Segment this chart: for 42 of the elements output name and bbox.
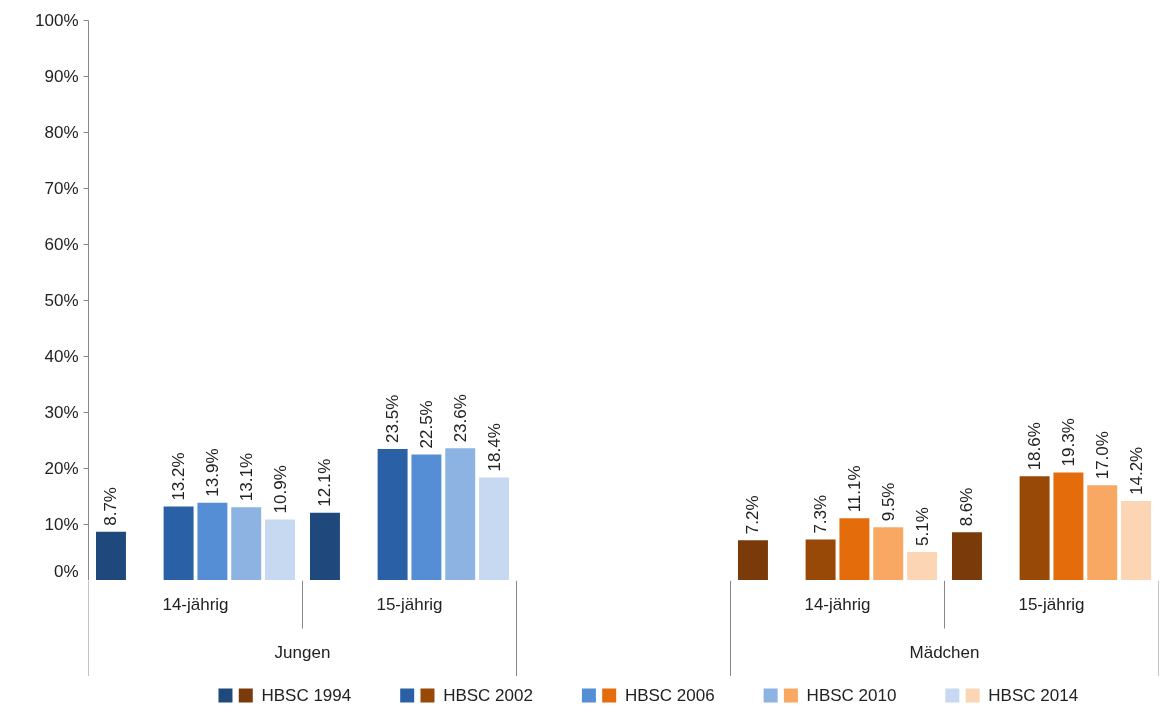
x-tick-label: 15-jährig <box>376 595 443 614</box>
y-tick-label: 40% <box>44 347 79 366</box>
legend-label: HBSC 2014 <box>988 686 1079 705</box>
legend-label: HBSC 2010 <box>806 686 897 705</box>
data-label: 11.1% <box>844 465 864 513</box>
y-tick-label: 30% <box>44 403 79 422</box>
y-tick-label: 0% <box>53 561 79 581</box>
data-label: 18.4% <box>484 423 504 472</box>
x-tick-label: 15-jährig <box>1018 595 1085 614</box>
data-label: 7.3% <box>811 494 831 534</box>
data-label: 10.9% <box>270 465 290 514</box>
y-tick-label: 80% <box>44 123 79 142</box>
data-label: 8.6% <box>957 487 977 527</box>
data-label: 12.1% <box>315 458 335 507</box>
data-label: 13.1% <box>236 452 256 502</box>
data-label: 13.2% <box>169 452 189 501</box>
y-tick-label: 60% <box>44 235 79 254</box>
text: Mädchen <box>909 643 980 662</box>
y-tick-label: 100% <box>35 11 79 30</box>
y-tick-label: 70% <box>44 179 79 198</box>
data-label: 19.3% <box>1058 418 1078 467</box>
data-label: 18.6% <box>1025 422 1045 471</box>
y-tick-label: 90% <box>44 67 79 86</box>
y-tick-label: 10% <box>44 515 79 534</box>
y-tick-label: 20% <box>44 459 79 478</box>
data-label: 8.7% <box>101 487 121 526</box>
data-label: 23.5% <box>383 394 403 443</box>
data-label: 23.6% <box>450 394 470 443</box>
data-label: 14.2% <box>1126 446 1146 495</box>
data-label: 13.9% <box>202 448 222 497</box>
data-label: 22.5% <box>416 400 436 449</box>
data-label: 5.1% <box>912 507 932 546</box>
data-label: 7.2% <box>743 495 763 535</box>
data-label: 9.5% <box>878 482 898 522</box>
x-tick-label: 14-jährig <box>162 595 229 614</box>
data-label: 17.0% <box>1092 431 1112 480</box>
legend-label: HBSC 2006 <box>624 686 715 705</box>
x-tick-label: 14-jährig <box>804 595 871 614</box>
text: Jungen <box>274 643 331 662</box>
legend-label: HBSC 1994 <box>261 686 352 705</box>
y-tick-label: 50% <box>44 291 79 310</box>
legend-label: HBSC 2002 <box>443 686 533 705</box>
